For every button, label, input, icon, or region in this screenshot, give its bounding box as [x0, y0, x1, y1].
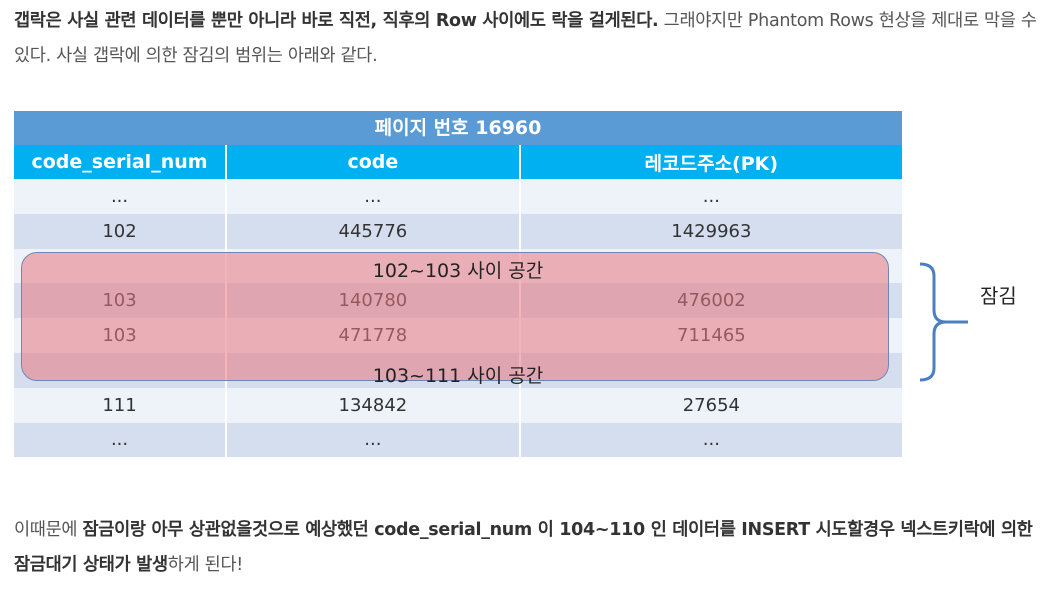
table-row: 102 445776 1429963: [14, 213, 902, 249]
cell-address: ...: [702, 185, 720, 207]
curly-brace-icon: [919, 262, 968, 382]
gap-lock-figure: 페이지 번호 16960 code_serial_num code 레코드주소(…: [14, 111, 902, 459]
cell-address: 27654: [682, 394, 740, 416]
intro-bold-text: 갭락은 사실 관련 데이터를 뿐만 아니라 바로 직전, 직후의 Row 사이에…: [14, 11, 659, 31]
lock-range-highlight: [21, 252, 889, 381]
conclusion-lead-text: 이때문에: [14, 520, 83, 540]
cell-address: ...: [702, 429, 720, 451]
gap-label-102-103: 102~103 사이 공간: [372, 260, 544, 282]
lock-label: 잠김: [980, 284, 1017, 308]
conclusion-bold-text: 잠금이랑 아무 상관없을것으로 예상했던 code_serial_num 이 1…: [14, 520, 1033, 575]
header-code: code: [227, 145, 521, 179]
cell-code: ...: [227, 422, 521, 458]
intro-normal-text: 그래야지만 Phantom Rows 현상을 제대로 막을 수 있다. 사실 갭…: [14, 11, 1037, 66]
table-header: code_serial_num code 레코드주소(PK): [14, 145, 902, 179]
cell-code: 134842: [227, 387, 521, 423]
cell-serial: 111: [14, 387, 228, 423]
cell-code: ...: [227, 179, 521, 214]
table-title: 페이지 번호 16960: [14, 111, 902, 145]
cell-serial: 102: [14, 213, 228, 249]
intro-paragraph: 갭락은 사실 관련 데이터를 뿐만 아니라 바로 직전, 직후의 Row 사이에…: [14, 4, 1038, 74]
conclusion-tail-text: 하게 된다!: [167, 555, 243, 575]
table-row: ... ... ...: [14, 422, 902, 458]
header-record-address: 레코드주소(PK): [644, 152, 779, 175]
gap-label-103-111: 103~111 사이 공간: [372, 365, 544, 387]
cell-address: 1429963: [671, 220, 752, 242]
cell-serial: ...: [14, 179, 228, 214]
cell-serial: ...: [14, 422, 228, 458]
header-code-serial-num: code_serial_num: [14, 145, 228, 179]
conclusion-paragraph: 이때문에 잠금이랑 아무 상관없을것으로 예상했던 code_serial_nu…: [14, 513, 1038, 583]
cell-code: 445776: [227, 213, 521, 249]
table-row: 111 134842 27654: [14, 387, 902, 423]
table-row: ... ... ...: [14, 179, 902, 214]
